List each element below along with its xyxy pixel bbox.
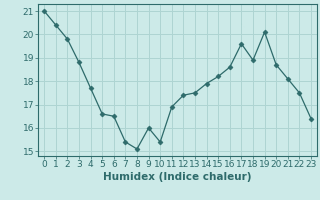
X-axis label: Humidex (Indice chaleur): Humidex (Indice chaleur) — [103, 172, 252, 182]
